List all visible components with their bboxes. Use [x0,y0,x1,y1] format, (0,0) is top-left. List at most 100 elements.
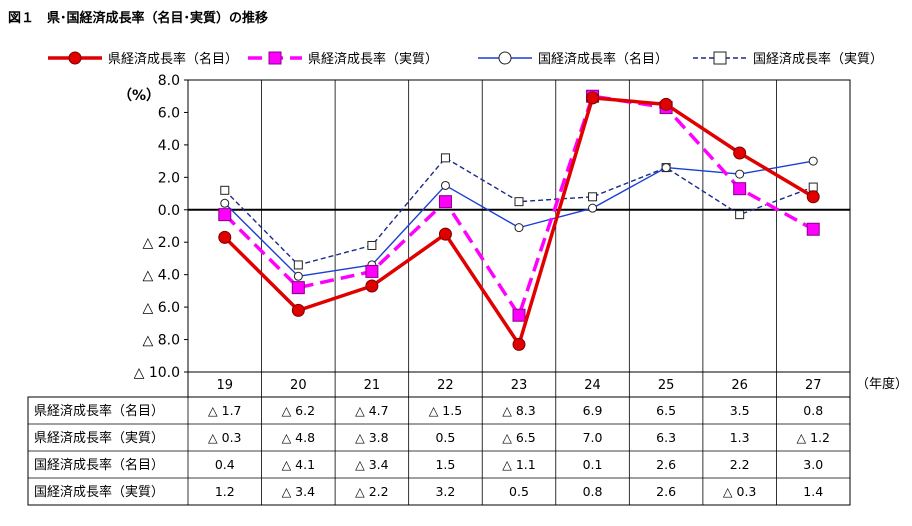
table-cell: 3.5 [730,403,750,418]
data-point [808,156,818,166]
data-point [293,271,303,281]
x-tick-label: 26 [731,378,748,393]
chart-title: 図１ 県･国経済成長率（名目･実質）の推移 [8,10,268,26]
data-point [512,337,526,351]
series-line [223,96,815,347]
table-cell: 6.9 [583,403,603,418]
series-3 [220,156,818,281]
table-cell: △ 3.4 [355,457,389,472]
table-cell: 1.4 [803,484,823,499]
y-tick-label: △ 4.0 [143,268,180,284]
y-tick-label: 4.0 [158,138,180,154]
legend-label: 県経済成長率（実質） [308,51,438,67]
y-tick-label: △ 6.0 [143,300,180,316]
data-point [512,308,526,322]
y-tick-label: 8.0 [158,73,180,89]
y-tick-label: 2.0 [158,170,180,186]
y-tick-label: △ 2.0 [143,235,180,251]
data-point [661,163,671,173]
x-tick-label: 25 [658,378,675,393]
legend: 県経済成長率（名目） 県経済成長率（実質） 国経済成長率（名目） 国経済成長率（実質） [48,51,883,67]
table-cell: 2.2 [730,457,750,472]
data-point [735,169,745,179]
data-point [438,195,452,209]
legend-item: 国経済成長率（名目） [478,51,668,67]
data-point [291,303,305,317]
table-cell: △ 3.4 [282,484,316,499]
legend-marker [498,51,512,65]
table-cell: 0.4 [215,457,235,472]
data-table: 19 20 21 22 23 24 25 26 27 県経済成長率（名目） △ 1.7 △ 6.2 △ … [27,372,851,506]
table-cell: △ 1.1 [502,457,535,472]
table-cell: 0.5 [435,430,455,445]
x-tick-label: 20 [290,378,307,393]
y-tick-label: △ 10.0 [134,365,180,381]
legend-item: 県経済成長率（名目） [48,51,238,67]
table-cell: 0.8 [803,403,823,418]
x-tick-label: 19 [217,378,234,393]
y-tick-label: 0.0 [158,203,180,219]
legend-marker [68,51,82,65]
data-point [293,260,303,270]
data-point [659,97,673,111]
series-4 [220,153,818,270]
legend-marker [268,51,282,65]
legend-label: 国経済成長率（実質） [753,51,883,67]
table-cell: △ 1.2 [796,430,829,445]
table-cell: 0.5 [509,484,529,499]
table-cell: 2.6 [656,457,676,472]
table-cell: 0.1 [583,457,603,472]
table-row-label: 県経済成長率（実質） [34,430,164,446]
plot-area: 8.0 6.0 4.0 2.0 0.0 △ 2.0 △ 4.0 △ 6.0 △ 8.0 △ 10.… [118,73,908,392]
y-tick-label: 6.0 [158,105,180,121]
data-point [291,281,305,295]
data-point [220,185,230,195]
table-row-label: 国経済成長率（名目） [34,457,164,473]
y-tick-label: △ 8.0 [143,333,180,349]
legend-label: 県経済成長率（名目） [108,51,238,67]
data-point [218,230,232,244]
table-cell: △ 4.1 [282,457,315,472]
table-cell: △ 1.7 [208,403,241,418]
table-cell: △ 2.2 [355,484,388,499]
table-cell: △ 6.5 [502,430,535,445]
legend-item: 県経済成長率（実質） [248,51,438,67]
table-cell: 0.8 [583,484,603,499]
data-point [514,223,524,233]
table-cell: 6.5 [656,403,676,418]
data-point [735,210,745,220]
table-cell: 3.0 [803,457,823,472]
table-row-label: 国経済成長率（実質） [34,484,164,500]
data-point [514,197,524,207]
series-line [224,160,814,277]
x-tick-label: 27 [805,378,822,393]
table-cell: △ 4.7 [355,403,388,418]
data-point [806,190,820,204]
plot-frame [187,79,851,373]
table-cell: 3.2 [435,484,455,499]
data-point [440,180,450,190]
table-cell: 2.6 [656,484,676,499]
data-point [365,264,379,278]
series-line [223,94,815,317]
table-cell: △ 3.8 [355,430,389,445]
data-point [438,227,452,241]
table-cell: △ 0.3 [723,484,756,499]
x-tick-label: 21 [364,378,381,393]
data-point [220,198,230,208]
x-axis-label: （年度） [856,376,908,392]
x-tick-label: 23 [511,378,528,393]
legend-marker [713,51,727,65]
table-cell: △ 0.3 [208,430,241,445]
table-cell: 1.5 [435,457,455,472]
x-tick-label: 22 [437,378,454,393]
data-point [806,222,820,236]
table-cell: 1.2 [215,484,235,499]
data-point [440,153,450,163]
y-axis-label: （%） [118,88,160,104]
data-point [367,240,377,250]
table-cell: 1.3 [730,430,750,445]
table-cell: △ 6.2 [282,403,315,418]
series-1 [218,91,820,351]
data-point [588,192,598,202]
